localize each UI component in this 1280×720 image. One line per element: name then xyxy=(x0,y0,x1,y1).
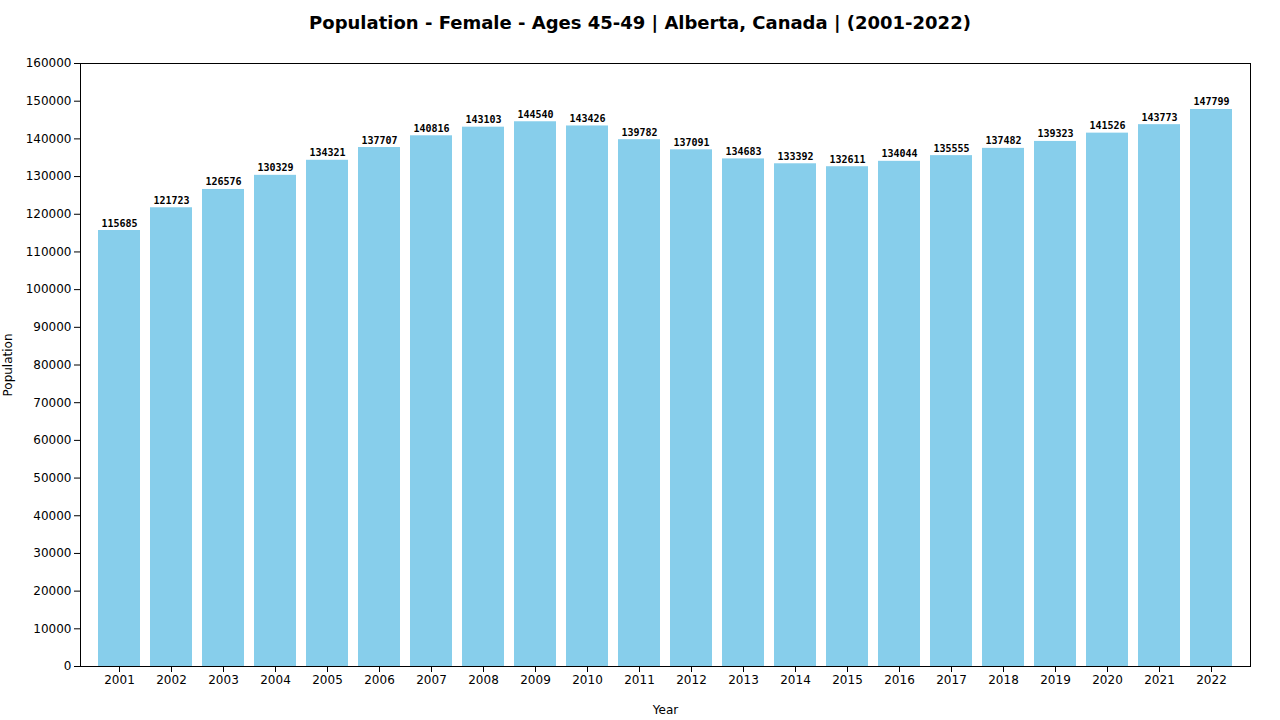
svg-text:2004: 2004 xyxy=(260,673,291,687)
svg-text:134683: 134683 xyxy=(725,146,761,157)
svg-text:60000: 60000 xyxy=(33,433,71,447)
svg-text:121723: 121723 xyxy=(153,195,189,206)
svg-text:130000: 130000 xyxy=(26,169,72,183)
svg-text:2015: 2015 xyxy=(832,673,863,687)
svg-text:2002: 2002 xyxy=(156,673,187,687)
svg-text:100000: 100000 xyxy=(26,282,72,296)
svg-text:115685: 115685 xyxy=(101,218,137,229)
svg-text:0: 0 xyxy=(64,659,72,673)
svg-text:143426: 143426 xyxy=(569,113,605,124)
svg-text:140000: 140000 xyxy=(26,132,72,146)
svg-text:139782: 139782 xyxy=(621,127,657,138)
svg-text:150000: 150000 xyxy=(26,94,72,108)
svg-text:134044: 134044 xyxy=(881,148,917,159)
svg-text:137091: 137091 xyxy=(673,137,709,148)
svg-text:2009: 2009 xyxy=(520,673,551,687)
svg-text:90000: 90000 xyxy=(33,320,71,334)
svg-text:10000: 10000 xyxy=(33,622,71,636)
svg-text:2005: 2005 xyxy=(312,673,343,687)
svg-text:2010: 2010 xyxy=(572,673,603,687)
svg-text:135555: 135555 xyxy=(933,143,969,154)
svg-text:40000: 40000 xyxy=(33,509,71,523)
svg-text:147799: 147799 xyxy=(1193,96,1229,107)
svg-text:134321: 134321 xyxy=(309,147,345,158)
svg-text:2014: 2014 xyxy=(780,673,811,687)
svg-text:120000: 120000 xyxy=(26,207,72,221)
svg-text:137707: 137707 xyxy=(361,135,397,146)
svg-text:2006: 2006 xyxy=(364,673,395,687)
svg-text:140816: 140816 xyxy=(413,123,449,134)
svg-text:2001: 2001 xyxy=(104,673,135,687)
svg-text:Population: Population xyxy=(1,333,15,396)
svg-text:2012: 2012 xyxy=(676,673,707,687)
svg-text:144540: 144540 xyxy=(517,109,553,120)
svg-text:2016: 2016 xyxy=(884,673,915,687)
svg-text:126576: 126576 xyxy=(205,176,241,187)
svg-text:70000: 70000 xyxy=(33,396,71,410)
svg-text:133392: 133392 xyxy=(777,151,813,162)
svg-text:2020: 2020 xyxy=(1092,673,1123,687)
svg-text:80000: 80000 xyxy=(33,358,71,372)
svg-text:2007: 2007 xyxy=(416,673,447,687)
svg-text:Year: Year xyxy=(652,703,678,717)
svg-text:20000: 20000 xyxy=(33,584,71,598)
svg-text:132611: 132611 xyxy=(829,154,865,165)
svg-text:143773: 143773 xyxy=(1141,112,1177,123)
svg-text:130329: 130329 xyxy=(257,162,293,173)
svg-text:2019: 2019 xyxy=(1040,673,1071,687)
svg-text:143103: 143103 xyxy=(465,114,501,125)
svg-text:110000: 110000 xyxy=(26,245,72,259)
svg-text:137482: 137482 xyxy=(985,135,1021,146)
svg-text:139323: 139323 xyxy=(1037,128,1073,139)
svg-text:2022: 2022 xyxy=(1196,673,1227,687)
svg-text:2021: 2021 xyxy=(1144,673,1175,687)
svg-text:160000: 160000 xyxy=(26,56,72,70)
svg-text:2013: 2013 xyxy=(728,673,759,687)
svg-text:141526: 141526 xyxy=(1089,120,1125,131)
svg-text:2018: 2018 xyxy=(988,673,1019,687)
svg-text:2017: 2017 xyxy=(936,673,967,687)
svg-text:2011: 2011 xyxy=(624,673,655,687)
html-text:Population - Female - Ages 45-: Population - Female - Ages 45-49 | Alber… xyxy=(309,12,971,33)
svg-text:50000: 50000 xyxy=(33,471,71,485)
svg-text:2003: 2003 xyxy=(208,673,239,687)
svg-text:2008: 2008 xyxy=(468,673,499,687)
svg-text:30000: 30000 xyxy=(33,546,71,560)
